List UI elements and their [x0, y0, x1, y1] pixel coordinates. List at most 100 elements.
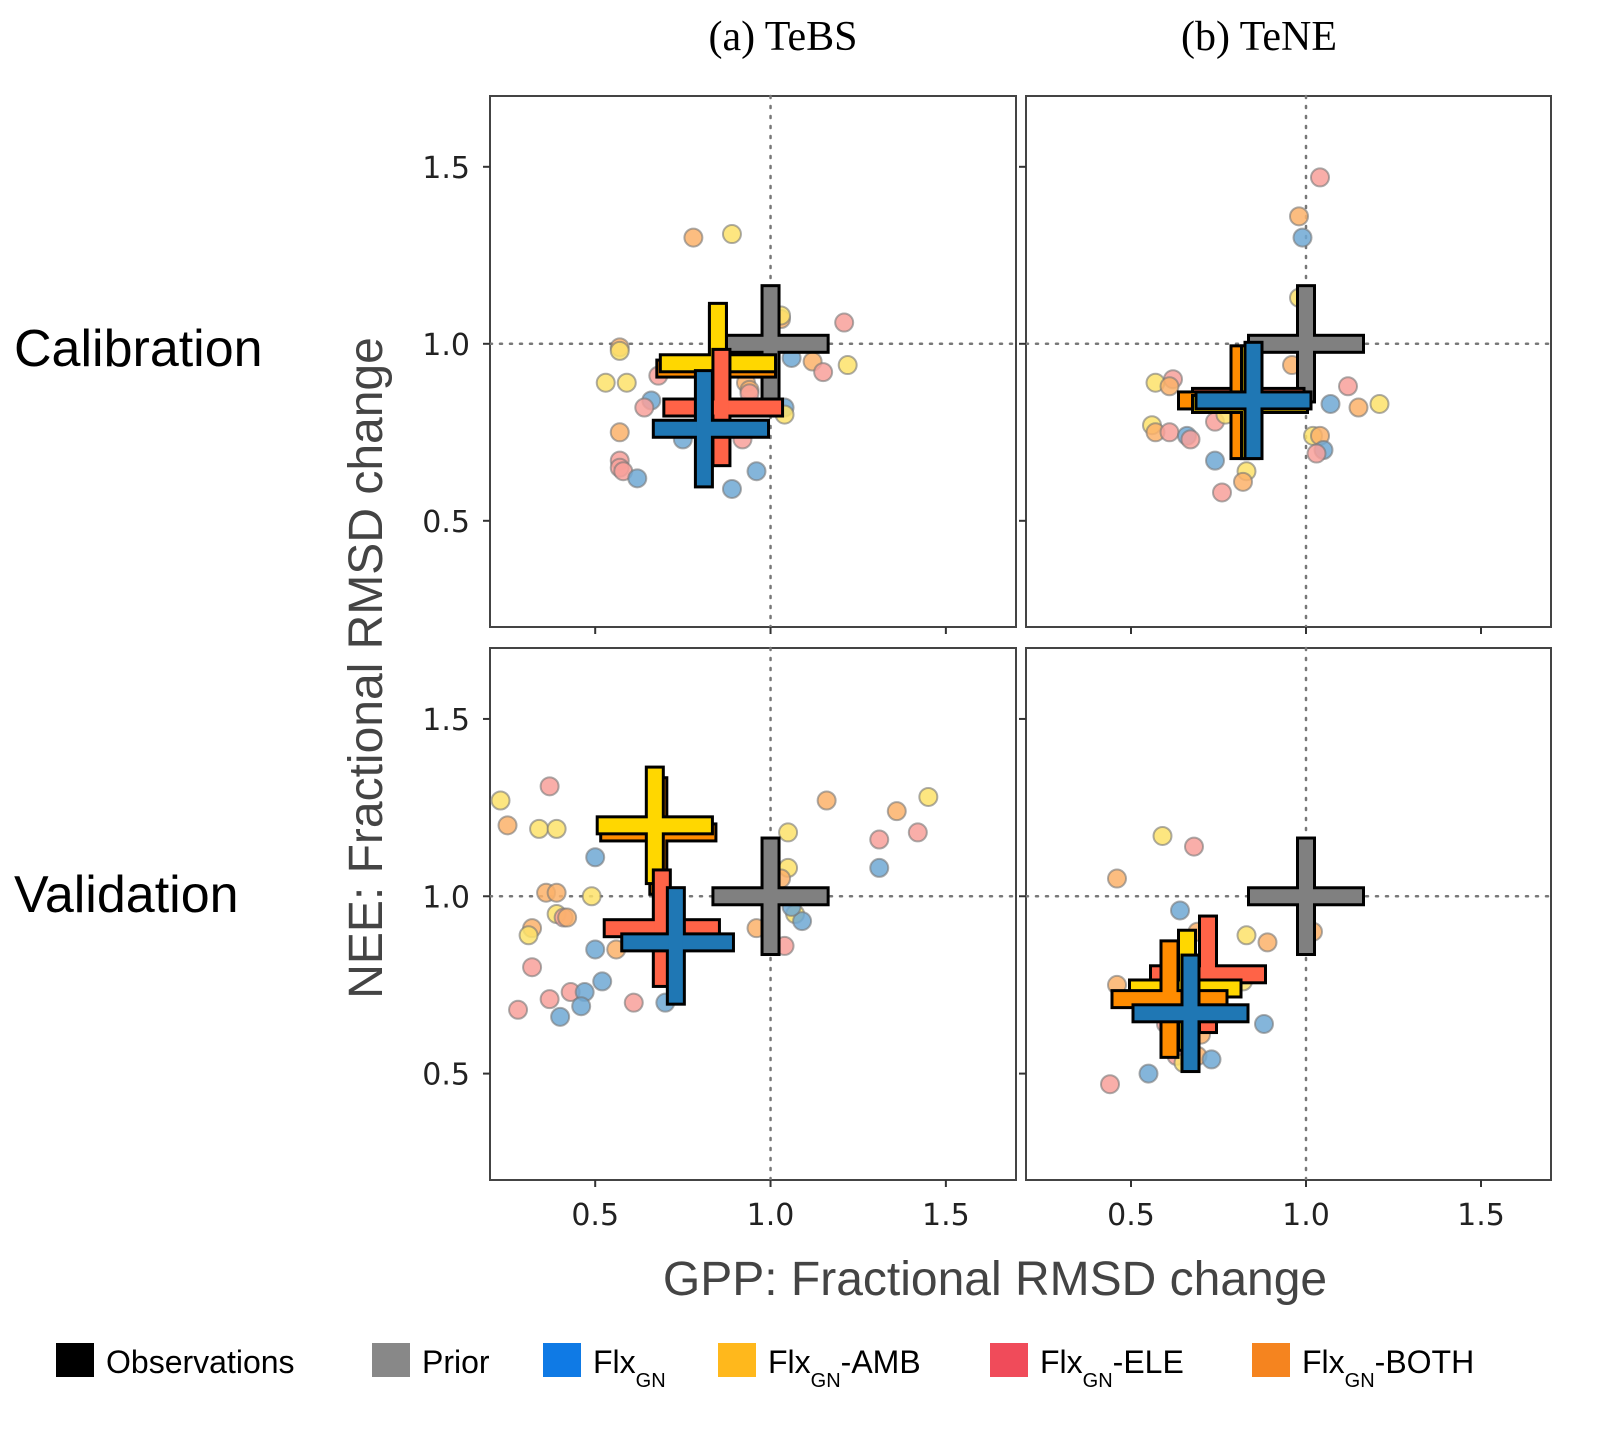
y-tick-label: 1.0 — [422, 880, 470, 915]
data-point-amb — [609, 340, 630, 361]
data-point-both — [1348, 397, 1369, 418]
y-tick-label: 0.5 — [422, 1058, 470, 1093]
column-title-tebs: (a) TeBS — [708, 14, 857, 60]
data-point-flx — [1170, 900, 1190, 921]
cross-bar-v — [647, 768, 662, 883]
cross-prior — [1247, 284, 1365, 404]
legend-item-flx: FlxGN — [543, 1343, 666, 1392]
data-point-both — [497, 815, 518, 836]
y-tick-label: 0.5 — [422, 505, 470, 540]
data-point-flx — [1320, 393, 1341, 414]
legend-item-ele: FlxGN-ELE — [990, 1343, 1184, 1392]
legend-item-prior: Prior — [372, 1343, 490, 1380]
data-point-ele — [539, 989, 560, 1010]
data-point-flx — [1201, 1049, 1222, 1070]
axes-frame — [1025, 647, 1552, 1181]
legend-label: FlxGN-AMB — [768, 1344, 921, 1392]
cross-bar-v — [763, 287, 778, 401]
row-label-validation: Validation — [14, 866, 239, 924]
legend-swatch — [56, 1343, 94, 1377]
data-point-flx — [721, 478, 742, 499]
legend-label: Observations — [106, 1344, 295, 1380]
data-point-flx — [792, 911, 813, 932]
data-point-both — [816, 790, 837, 811]
data-point-both — [886, 801, 907, 822]
data-point-flx — [571, 996, 592, 1017]
cross-flx — [651, 369, 771, 489]
legend-swatch — [990, 1343, 1028, 1377]
cross-bar-v — [1183, 956, 1198, 1071]
data-point-ele — [869, 829, 890, 850]
data-point-ele — [508, 999, 529, 1020]
data-point-flx — [1292, 227, 1313, 248]
cross-flx — [1131, 953, 1250, 1074]
data-point-flx — [1138, 1063, 1159, 1084]
data-point-amb — [595, 372, 616, 393]
x-tick-label: 1.0 — [1282, 1198, 1330, 1233]
cross-bar-v — [1246, 343, 1261, 458]
cross-bar-v — [1162, 942, 1177, 1056]
data-point-ele — [1306, 443, 1327, 464]
cross-flx — [1194, 340, 1313, 461]
legend-swatch — [543, 1343, 581, 1377]
x-tick-label: 1.5 — [922, 1198, 970, 1233]
data-point-ele — [634, 397, 655, 418]
legend-item-both: FlxGN-BOTH — [1252, 1343, 1474, 1392]
data-point-amb — [778, 822, 799, 843]
y-tick-label: 1.5 — [422, 703, 470, 738]
data-point-amb — [1236, 925, 1257, 946]
data-point-both — [1159, 376, 1180, 397]
data-point-flx — [1205, 450, 1225, 471]
legend-label: FlxGN-BOTH — [1302, 1344, 1474, 1392]
cross-bar-v — [714, 350, 729, 465]
cross-bar-v — [696, 372, 711, 486]
data-point-ele — [1212, 482, 1232, 503]
data-point-ele — [813, 362, 834, 383]
panel-tebs-calibration: 0.5 1.0 1.5 — [422, 94, 1018, 634]
data-point-amb — [1369, 393, 1390, 414]
data-point-both — [609, 422, 630, 443]
data-point-both — [557, 907, 578, 928]
data-point-both — [683, 227, 704, 248]
data-point-amb — [546, 818, 567, 839]
data-point-ele — [834, 312, 855, 333]
data-point-amb — [490, 790, 511, 811]
cross-amb — [595, 765, 714, 886]
x-tick-label: 1.5 — [1457, 1198, 1505, 1233]
data-point-ele — [1338, 376, 1358, 397]
panel-tene-calibration — [1019, 94, 1553, 634]
data-point-ele — [539, 776, 560, 797]
cross-bar-v — [763, 839, 778, 954]
data-point-ele — [1184, 836, 1204, 857]
data-point-flx — [869, 857, 890, 878]
data-point-both — [1289, 206, 1309, 227]
data-point-both — [1257, 932, 1278, 953]
legend-swatch — [1252, 1343, 1290, 1377]
y-tick-label: 1.0 — [422, 328, 470, 363]
data-point-amb — [529, 818, 550, 839]
data-point-ele — [907, 822, 928, 843]
cross-bar-v — [668, 889, 683, 1003]
axes-frame — [489, 647, 1017, 1181]
data-point-amb — [581, 886, 602, 907]
cross-bar-v — [1299, 839, 1313, 954]
data-point-flx — [1254, 1013, 1274, 1034]
legend-item-obs: Observations — [56, 1343, 295, 1380]
data-point-amb — [918, 786, 939, 807]
cross-prior — [1247, 836, 1365, 957]
data-point-flx — [627, 468, 648, 489]
data-point-amb — [837, 355, 858, 376]
x-tick-label: 0.5 — [571, 1198, 619, 1233]
data-point-both — [546, 882, 567, 903]
data-point-ele — [1159, 422, 1180, 443]
legend-label: FlxGN-ELE — [1040, 1344, 1184, 1392]
cross-bar-v — [654, 871, 669, 985]
data-point-ele — [1100, 1074, 1120, 1095]
column-title-tene: (b) TeNE — [1181, 14, 1337, 60]
cross-bar-h — [654, 421, 768, 436]
x-tick-label: 0.5 — [1107, 1198, 1155, 1233]
data-point-flx — [746, 461, 767, 482]
legend-swatch — [372, 1343, 410, 1377]
data-point-flx — [585, 847, 606, 868]
